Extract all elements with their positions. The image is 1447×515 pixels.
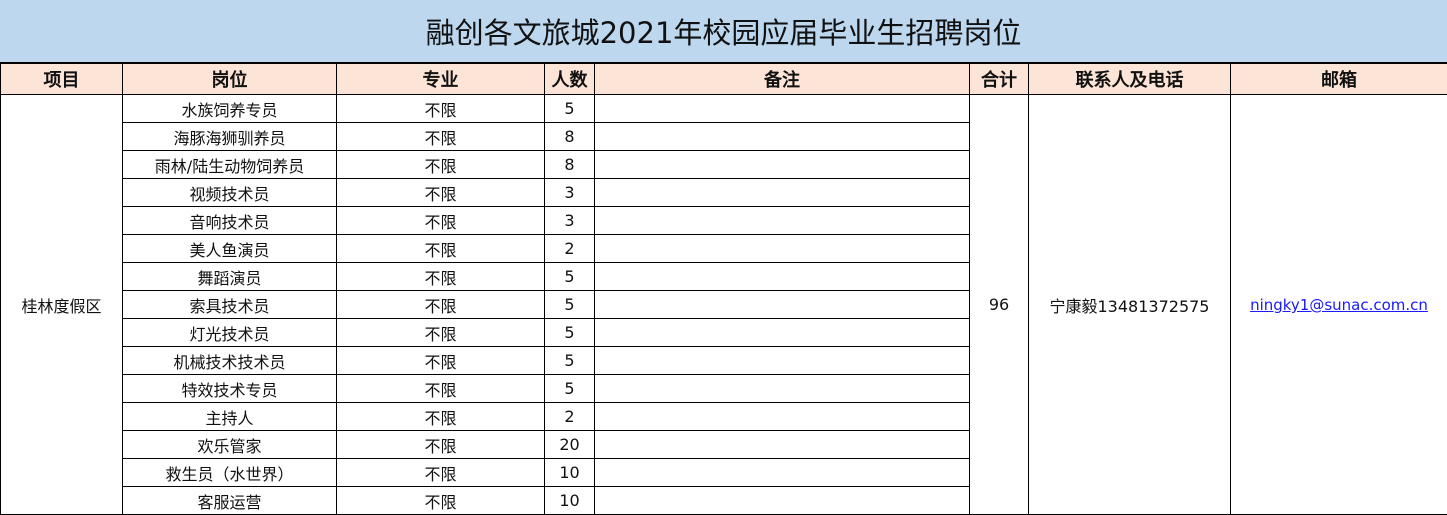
note-cell xyxy=(594,150,970,179)
major-cell: 不限 xyxy=(336,150,545,179)
note-cell xyxy=(594,206,970,235)
position-cell: 主持人 xyxy=(122,402,337,431)
major-cell: 不限 xyxy=(336,402,545,431)
count-cell: 20 xyxy=(544,430,595,459)
major-cell: 不限 xyxy=(336,206,545,235)
table-row: 客服运营 不限 10 xyxy=(1,486,1447,515)
position-cell: 欢乐管家 xyxy=(122,430,337,459)
position-cell: 海豚海狮驯养员 xyxy=(122,122,337,151)
major-cell: 不限 xyxy=(336,346,545,375)
position-cell: 机械技术技术员 xyxy=(122,346,337,375)
position-cell: 救生员（水世界） xyxy=(122,458,337,487)
note-cell xyxy=(594,374,970,403)
count-cell: 3 xyxy=(544,178,595,207)
note-cell xyxy=(594,486,970,515)
header-count: 人数 xyxy=(544,63,595,95)
count-cell: 10 xyxy=(544,486,595,515)
position-cell: 特效技术专员 xyxy=(122,374,337,403)
position-cell: 雨林/陆生动物饲养员 xyxy=(122,150,337,179)
count-cell: 5 xyxy=(544,262,595,291)
position-cell: 美人鱼演员 xyxy=(122,234,337,263)
count-cell: 5 xyxy=(544,318,595,347)
major-cell: 不限 xyxy=(336,94,545,123)
recruitment-table: 项目 岗位 专业 人数 备注 合计 联系人及电话 邮箱 桂林度假区 水族饲养专员不… xyxy=(0,63,1447,515)
note-cell xyxy=(594,94,970,123)
count-cell: 3 xyxy=(544,206,595,235)
email-cell: ningky1@sunac.com.cn xyxy=(1230,94,1447,515)
header-position: 岗位 xyxy=(122,63,337,95)
count-cell: 5 xyxy=(544,346,595,375)
header-major: 专业 xyxy=(336,63,545,95)
major-cell: 不限 xyxy=(336,374,545,403)
count-cell: 5 xyxy=(544,374,595,403)
note-cell xyxy=(594,346,970,375)
header-contact: 联系人及电话 xyxy=(1028,63,1231,95)
table-row: 桂林度假区 水族饲养专员 不限 5 96 宁康毅13481372575 ningky1@su… xyxy=(0,94,1447,515)
project-cell: 桂林度假区 xyxy=(0,94,123,515)
major-cell: 不限 xyxy=(336,234,545,263)
note-cell xyxy=(594,458,970,487)
table-row: 美人鱼演员 不限 2 xyxy=(1,234,1447,263)
major-cell: 不限 xyxy=(336,486,545,515)
note-cell xyxy=(594,318,970,347)
count-cell: 5 xyxy=(544,94,595,123)
table-row: 视频技术员 不限 3 xyxy=(1,178,1447,207)
position-cell: 客服运营 xyxy=(122,486,337,515)
count-cell: 5 xyxy=(544,290,595,319)
major-cell: 不限 xyxy=(336,458,545,487)
header-total: 合计 xyxy=(969,63,1029,95)
count-cell: 8 xyxy=(544,150,595,179)
table-row: 雨林/陆生动物饲养员 不限 8 xyxy=(1,150,1447,179)
header-email: 邮箱 xyxy=(1230,63,1447,95)
table-row: 音响技术员 不限 3 xyxy=(1,206,1447,235)
contact-cell: 宁康毅13481372575 xyxy=(1028,94,1231,515)
major-cell: 不限 xyxy=(336,318,545,347)
email-link[interactable]: ningky1@sunac.com.cn xyxy=(1250,296,1428,314)
position-cell: 水族饲养专员 xyxy=(122,94,337,123)
major-cell: 不限 xyxy=(336,262,545,291)
note-cell xyxy=(594,122,970,151)
position-cell: 音响技术员 xyxy=(122,206,337,235)
major-cell: 不限 xyxy=(336,430,545,459)
major-cell: 不限 xyxy=(336,290,545,319)
note-cell xyxy=(594,402,970,431)
count-cell: 2 xyxy=(544,402,595,431)
count-cell: 2 xyxy=(544,234,595,263)
note-cell xyxy=(594,234,970,263)
note-cell xyxy=(594,262,970,291)
header-row: 项目 岗位 专业 人数 备注 合计 联系人及电话 邮箱 xyxy=(0,63,1447,95)
count-cell: 8 xyxy=(544,122,595,151)
table-row: 欢乐管家 不限 20 xyxy=(1,430,1447,459)
major-cell: 不限 xyxy=(336,122,545,151)
position-cell: 视频技术员 xyxy=(122,178,337,207)
major-cell: 不限 xyxy=(336,178,545,207)
position-cell: 索具技术员 xyxy=(122,290,337,319)
header-project: 项目 xyxy=(0,63,123,95)
position-cell: 舞蹈演员 xyxy=(122,262,337,291)
total-cell: 96 xyxy=(969,94,1029,515)
sheet-title: 融创各文旅城2021年校园应届毕业生招聘岗位 xyxy=(0,0,1447,63)
note-cell xyxy=(594,290,970,319)
header-note: 备注 xyxy=(594,63,970,95)
position-cell: 灯光技术员 xyxy=(122,318,337,347)
note-cell xyxy=(594,178,970,207)
note-cell xyxy=(594,430,970,459)
count-cell: 10 xyxy=(544,458,595,487)
